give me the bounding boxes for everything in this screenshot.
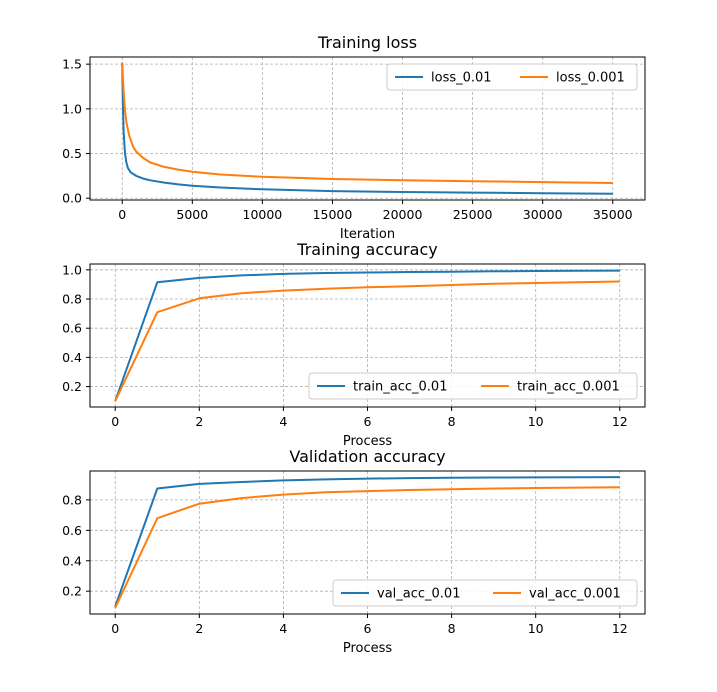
legend-label: train_acc_0.01 [353, 380, 447, 395]
chart-title: Validation accuracy [289, 447, 445, 466]
x-axis-label: Process [343, 434, 393, 449]
legend-label: val_acc_0.01 [377, 587, 460, 602]
legend-box [308, 372, 638, 400]
y-tick-label: 0.6 [62, 523, 82, 538]
x-tick-label: 0 [118, 207, 126, 222]
legend-label: loss_0.01 [431, 71, 492, 86]
y-tick-label: 0.0 [62, 191, 82, 206]
chart-panel-2: 0 2 4 6 8 10 12 0.2 0.4 0.6 0.8 1.0 Training accurac… [62, 240, 646, 449]
x-tick-label: 20000 [383, 207, 423, 222]
legend-label: val_acc_0.001 [529, 587, 621, 602]
series-line-loss_0.01 [121, 64, 613, 195]
chart-panel-1: 0 5000 10000 15000 20000 25000 30000 35000 0.0 0.… [62, 33, 646, 242]
y-tick-label: 1.0 [62, 101, 82, 116]
x-tick-label: 6 [364, 414, 372, 429]
legend: train_acc_0.01 train_acc_0.001 [308, 372, 638, 400]
x-tick-label: 12 [612, 414, 628, 429]
x-tick-label: 15000 [313, 207, 353, 222]
y-tick-label: 0.4 [62, 553, 82, 568]
y-tick-label: 0.8 [62, 492, 82, 507]
x-axis-label: Iteration [340, 227, 395, 242]
plot-frame [89, 56, 646, 201]
x-tick-label: 30000 [523, 207, 563, 222]
x-tick-label: 4 [279, 621, 287, 636]
x-tick-label: 8 [448, 414, 456, 429]
x-tick-label: 6 [364, 621, 372, 636]
x-tick-label: 0 [111, 621, 119, 636]
y-tick-label: 1.5 [62, 57, 82, 72]
x-tick-label: 12 [612, 621, 628, 636]
legend-box [386, 63, 638, 91]
y-tick-label: 0.8 [62, 292, 82, 307]
legend-box [332, 579, 638, 607]
y-tick-label: 0.5 [62, 146, 82, 161]
x-tick-label: 2 [195, 621, 203, 636]
x-tick-label: 0 [111, 414, 119, 429]
y-tick-label: 0.6 [62, 321, 82, 336]
chart-panel-3: 0 2 4 6 8 10 12 0.2 0.4 0.6 0.8 Validation accuracy… [62, 447, 646, 656]
x-tick-label: 5000 [176, 207, 208, 222]
series-line-train_acc_0.001 [114, 280, 620, 402]
x-tick-label: 4 [279, 414, 287, 429]
x-tick-label: 10000 [243, 207, 283, 222]
series-line-val_acc_0.01 [114, 476, 620, 607]
series-line-loss_0.001 [121, 62, 613, 184]
legend-label: loss_0.001 [556, 71, 625, 86]
legend: val_acc_0.01 val_acc_0.001 [332, 579, 638, 607]
chart-title: Training accuracy [296, 240, 437, 259]
x-tick-label: 10 [528, 621, 544, 636]
x-tick-label: 25000 [453, 207, 493, 222]
x-tick-label: 35000 [593, 207, 633, 222]
x-tick-label: 2 [195, 414, 203, 429]
series-line-val_acc_0.001 [114, 486, 620, 609]
y-tick-label: 0.4 [62, 350, 82, 365]
y-tick-label: 0.2 [62, 584, 82, 599]
series-line-train_acc_0.01 [114, 269, 620, 402]
y-tick-label: 0.2 [62, 379, 82, 394]
x-tick-label: 10 [528, 414, 544, 429]
x-tick-label: 8 [448, 621, 456, 636]
x-axis-label: Process [343, 641, 393, 656]
y-tick-label: 1.0 [62, 262, 82, 277]
legend: loss_0.01 loss_0.001 [386, 63, 638, 91]
chart-title: Training loss [317, 33, 417, 52]
legend-label: train_acc_0.001 [517, 380, 620, 395]
